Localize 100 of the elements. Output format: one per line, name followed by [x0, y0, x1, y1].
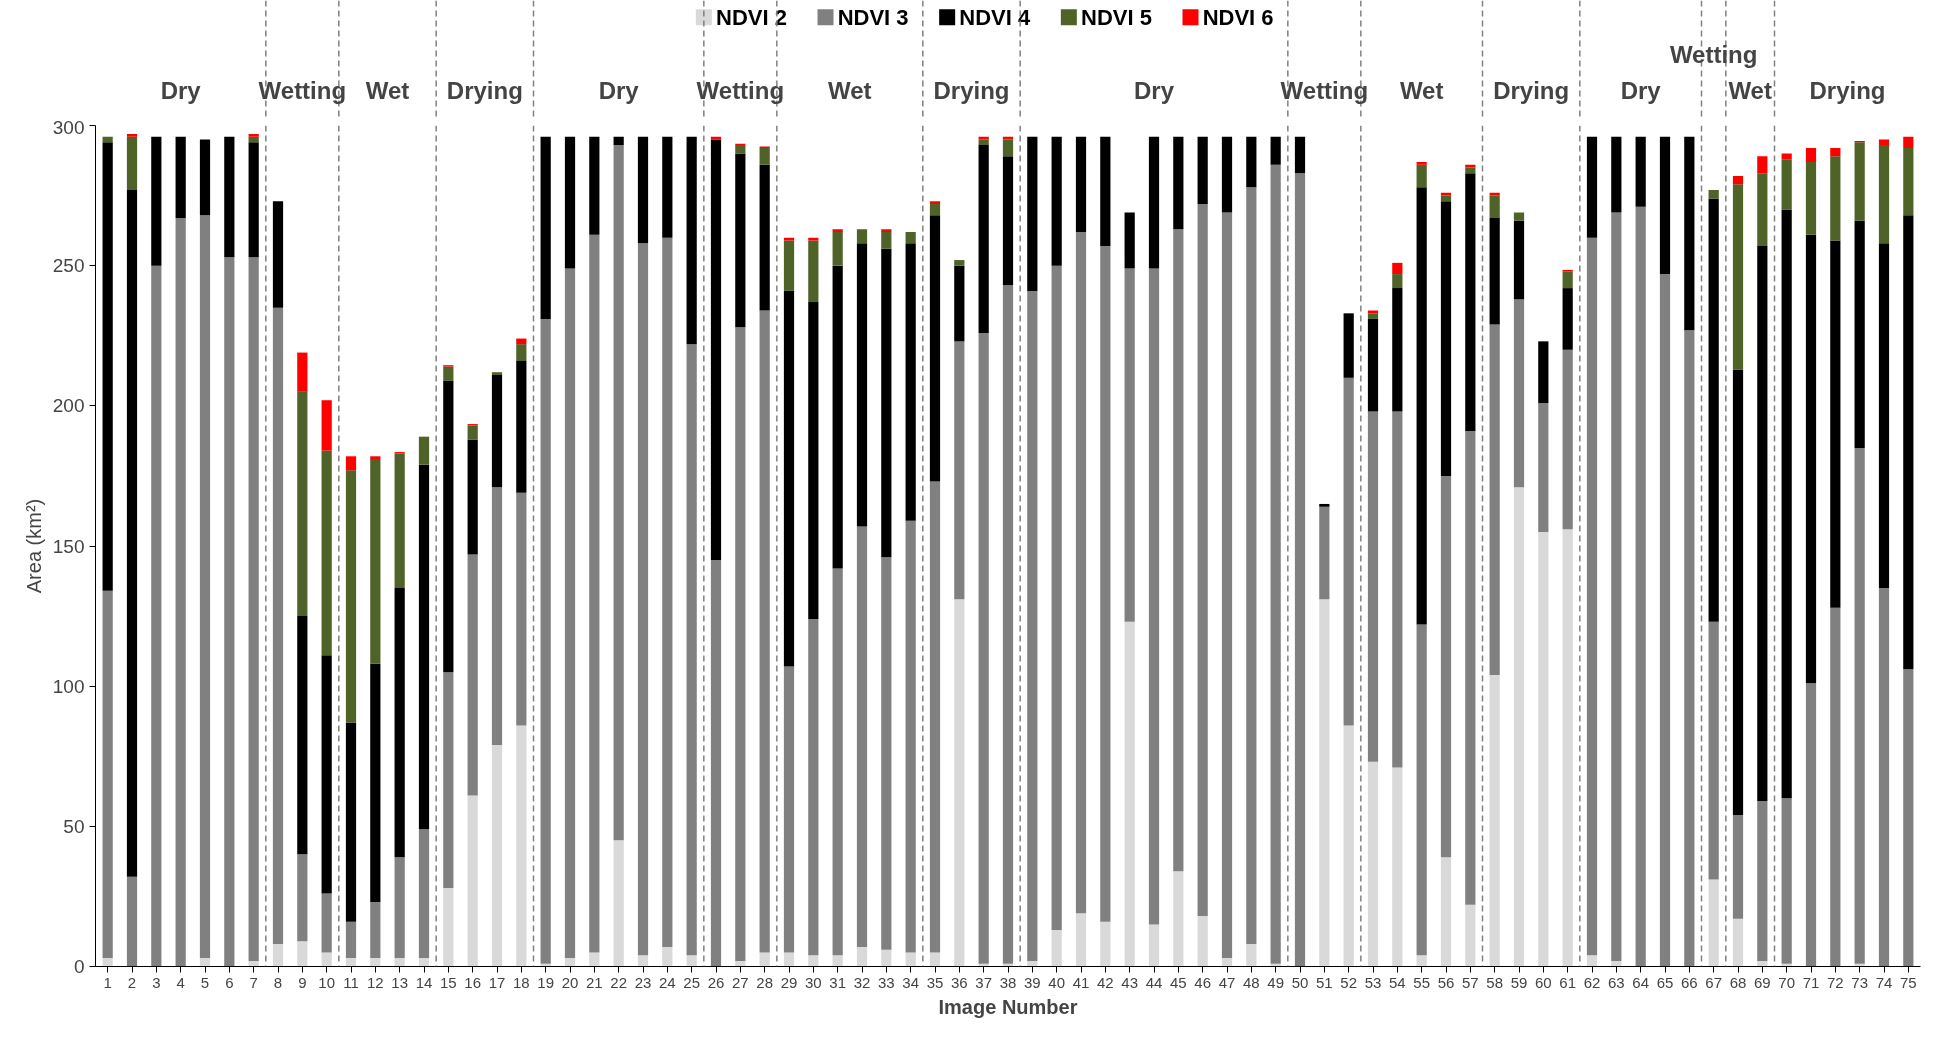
legend-label: NDVI 6 — [1202, 4, 1274, 30]
x-tick-label: 10 — [318, 973, 336, 991]
text: Drying — [1493, 77, 1570, 104]
x-tick-label: 56 — [1437, 973, 1455, 991]
x-tick-label: 38 — [999, 973, 1017, 991]
x-tick-label: 39 — [1023, 973, 1041, 991]
text: Wetting — [1280, 77, 1369, 104]
x-tick-label: 19 — [537, 973, 555, 991]
x-tick-label: 42 — [1096, 973, 1114, 991]
x-tick-label: 37 — [975, 973, 993, 991]
x-tick-label: 4 — [176, 973, 185, 991]
x-tick-label: 60 — [1534, 973, 1552, 991]
legend-label: NDVI 4 — [959, 4, 1032, 30]
x-tick-label: 46 — [1194, 973, 1212, 991]
x-tick-label: 74 — [1875, 973, 1893, 991]
x-tick-label: 9 — [298, 973, 307, 991]
x-tick-label: 59 — [1510, 973, 1528, 991]
x-tick-label: 50 — [1291, 973, 1309, 991]
y-tick-label: 50 — [63, 815, 85, 837]
text: Wet — [1399, 77, 1444, 104]
x-tick-label: 68 — [1729, 973, 1747, 991]
x-tick-label: 16 — [464, 973, 482, 991]
x-tick-label: 23 — [634, 973, 652, 991]
y-tick-label: 200 — [52, 395, 85, 417]
x-tick-label: 26 — [707, 973, 725, 991]
x-tick-label: 58 — [1486, 973, 1504, 991]
x-tick-label: 7 — [249, 973, 258, 991]
x-tick-label: 73 — [1851, 973, 1869, 991]
y-tick-label: 250 — [52, 255, 85, 277]
x-tick-label: 69 — [1753, 973, 1771, 991]
x-tick-label: 3 — [152, 973, 161, 991]
legend-label: NDVI 3 — [837, 4, 909, 30]
text: Dry — [1620, 77, 1662, 104]
x-tick-label: 40 — [1048, 973, 1066, 991]
x-tick-label: 29 — [780, 973, 798, 991]
x-tick-label: 75 — [1899, 973, 1917, 991]
text: Wetting — [696, 77, 785, 104]
x-tick-label: 62 — [1583, 973, 1601, 991]
x-tick-label: 44 — [1145, 973, 1163, 991]
x-axis-title: Image Number — [938, 995, 1078, 1018]
x-tick-label: 45 — [1169, 973, 1187, 991]
x-tick-label: 36 — [950, 973, 968, 991]
y-axis-title: Area (km²) — [22, 498, 45, 594]
y-tick-label: 0 — [73, 956, 85, 977]
x-tick-label: 48 — [1242, 973, 1260, 991]
y-tick-label: 100 — [52, 675, 85, 697]
x-tick-label: 21 — [585, 973, 603, 991]
x-tick-label: 22 — [610, 973, 628, 991]
legend-label: NDVI 2 — [716, 4, 787, 30]
x-tick-label: 34 — [902, 973, 920, 991]
x-tick-label: 47 — [1218, 973, 1236, 991]
x-tick-label: 33 — [877, 973, 895, 991]
x-tick-label: 11 — [343, 973, 359, 991]
x-tick-label: 24 — [658, 973, 676, 991]
x-tick-label: 49 — [1267, 973, 1285, 991]
x-tick-label: 20 — [561, 973, 579, 991]
x-tick-label: 8 — [273, 973, 283, 991]
x-tick-label: 53 — [1364, 973, 1382, 991]
text: Dry — [1133, 77, 1175, 104]
x-tick-label: 35 — [926, 973, 944, 991]
x-tick-label: 17 — [488, 973, 506, 991]
x-tick-label: 72 — [1826, 973, 1844, 991]
x-tick-label: 66 — [1680, 973, 1698, 991]
x-tick-label: 14 — [415, 973, 433, 991]
x-tick-label: 41 — [1072, 973, 1090, 991]
x-tick-label: 55 — [1413, 973, 1431, 991]
x-tick-label: 65 — [1656, 973, 1674, 991]
x-tick-label: 30 — [804, 973, 822, 991]
y-tick-label: 150 — [52, 535, 85, 557]
x-tick-label: 1 — [103, 973, 112, 991]
text: Dry — [160, 77, 202, 104]
x-tick-label: 15 — [439, 973, 457, 991]
text: Wetting — [1669, 41, 1758, 68]
x-tick-label: 12 — [366, 973, 384, 991]
x-tick-label: 43 — [1121, 973, 1139, 991]
text: Wet — [828, 77, 872, 104]
x-tick-label: 71 — [1802, 973, 1820, 991]
x-tick-label: 2 — [127, 973, 137, 991]
x-tick-label: 32 — [853, 973, 871, 991]
x-tick-label: 67 — [1705, 973, 1723, 991]
text: Drying — [446, 77, 523, 104]
x-tick-label: 5 — [200, 973, 210, 991]
text: Drying — [933, 77, 1010, 104]
text: Drying — [1809, 77, 1886, 104]
x-tick-label: 70 — [1778, 973, 1796, 991]
text: Wet — [365, 77, 410, 104]
text: Wet — [1728, 77, 1772, 104]
x-tick-label: 54 — [1388, 973, 1406, 991]
text: Dry — [598, 77, 640, 104]
x-tick-label: 51 — [1315, 973, 1333, 991]
x-tick-label: 64 — [1632, 973, 1650, 991]
y-tick-label: 300 — [52, 116, 85, 138]
text: Wetting — [258, 77, 347, 104]
x-tick-label: 57 — [1461, 973, 1479, 991]
legend-label: NDVI 5 — [1081, 4, 1152, 30]
x-tick-label: 31 — [829, 973, 847, 991]
x-tick-label: 6 — [225, 973, 234, 991]
x-tick-label: 18 — [512, 973, 530, 991]
x-tick-label: 28 — [756, 973, 774, 991]
x-tick-label: 63 — [1607, 973, 1625, 991]
